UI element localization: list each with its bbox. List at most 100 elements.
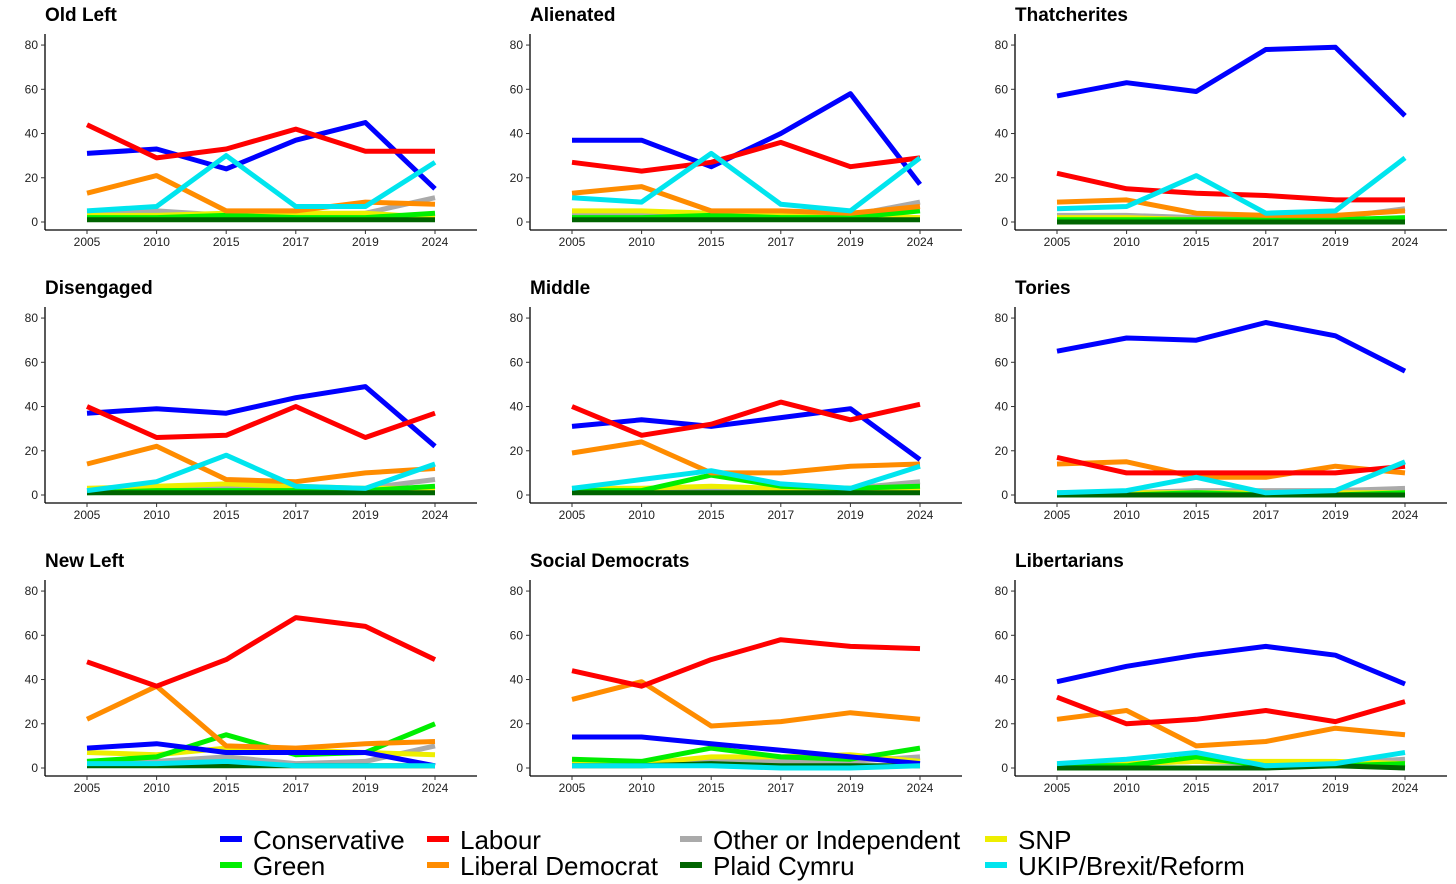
x-tick-label: 2005 [559,235,586,249]
x-tick-label: 2024 [1392,781,1419,795]
panel-disengaged: Disengaged 0 20 40 60 80 2005 2010 2015 2017 2019 2… [25,278,477,522]
series-line-liberal-democrat [571,439,921,476]
series-line-ukip-brexit-reform [86,153,437,214]
y-tick-label: 60 [510,82,524,96]
series-line-liberal-democrat [85,683,436,751]
x-tick-label: 2019 [1322,508,1349,522]
y-tick-label: 80 [25,584,39,598]
y-tick-label: 0 [31,761,38,775]
series-line-plaid-cymru [1057,763,1406,771]
series-line-liberal-democrat [86,173,436,214]
legend-item-conservative: Conservative [220,825,405,855]
y-tick-label: 60 [510,355,524,369]
x-tick-label: 2015 [1183,781,1210,795]
panel-old-left: Old Left 0 20 40 60 80 2005 2010 2015 2017 2019 202… [25,5,477,249]
legend-item-other-or-independent: Other or Independent [680,825,961,855]
y-tick-label: 20 [510,717,524,731]
y-tick-label: 80 [510,38,524,52]
y-tick-label: 40 [995,127,1009,141]
series-line-ukip-brexit-reform [572,763,921,771]
y-tick-label: 80 [510,584,524,598]
x-tick-label: 2024 [1392,508,1419,522]
series-line-conservative [1056,320,1407,374]
series-line-labour [1056,454,1406,476]
x-tick-label: 2015 [1183,235,1210,249]
panel-libertarians: Libertarians 0 20 40 60 80 2005 2010 2015 2017 201… [995,551,1447,795]
x-tick-label: 2015 [213,781,240,795]
panel-title: Alienated [530,5,616,26]
y-tick-label: 0 [516,215,523,229]
legend: Conservative Labour Other or Independent SN… [220,825,1245,881]
series-line-ukip-brexit-reform [1056,459,1406,496]
legend-label: Other or Independent [713,825,961,855]
y-tick-label: 20 [510,171,524,185]
x-tick-label: 2005 [1044,235,1071,249]
y-tick-label: 0 [31,488,38,502]
x-tick-label: 2015 [698,508,725,522]
y-tick-label: 60 [25,82,39,96]
series-line-green [1057,215,1406,223]
x-tick-label: 2005 [74,781,101,795]
x-tick-label: 2005 [74,235,101,249]
series-line-labour [1056,694,1406,727]
x-tick-label: 2024 [907,781,934,795]
x-tick-label: 2024 [907,508,934,522]
panel-thatcherites: Thatcherites 0 20 40 60 80 2005 2010 2015 2017 201… [995,5,1447,249]
panel-title: New Left [45,551,125,572]
y-tick-label: 80 [25,311,39,325]
legend-item-green: Green [220,851,325,881]
x-tick-label: 2010 [143,235,170,249]
y-tick-label: 20 [995,444,1009,458]
legend-label: Liberal Democrat [460,851,659,881]
x-tick-label: 2017 [1252,508,1279,522]
panel-title: Disengaged [45,278,153,299]
x-tick-label: 2017 [282,781,309,795]
x-tick-label: 2010 [143,781,170,795]
x-tick-label: 2019 [837,781,864,795]
series-line-labour [571,637,921,689]
series-line-ukip-brexit-reform [571,463,921,491]
panel-social-democrats: Social Democrats 0 20 40 60 80 2005 2010 2015 201… [510,551,962,795]
legend-label: SNP [1018,825,1071,855]
x-tick-label: 2005 [1044,781,1071,795]
x-tick-label: 2017 [282,235,309,249]
legend-label: Plaid Cymru [713,851,855,881]
x-tick-label: 2010 [1113,235,1140,249]
legend-label: Conservative [253,825,405,855]
x-tick-label: 2015 [698,781,725,795]
x-tick-label: 2010 [628,781,655,795]
y-tick-label: 20 [995,171,1009,185]
y-tick-label: 60 [995,628,1009,642]
series-line-conservative [572,734,921,767]
y-tick-label: 40 [25,400,39,414]
series-line-labour [571,399,921,438]
y-tick-label: 60 [25,355,39,369]
y-tick-label: 40 [510,673,524,687]
legend-item-labour: Labour [427,825,541,855]
series-line-liberal-democrat [571,184,921,216]
x-tick-label: 2017 [1252,235,1279,249]
x-tick-label: 2019 [352,781,379,795]
y-tick-label: 20 [25,444,39,458]
y-tick-label: 20 [25,171,39,185]
y-tick-label: 0 [1001,761,1008,775]
y-tick-label: 0 [1001,488,1008,502]
legend-item-ukip-brexit-reform: UKIP/Brexit/Reform [985,851,1245,881]
y-tick-label: 40 [995,400,1009,414]
y-tick-label: 80 [25,38,39,52]
series-line-ukip-brexit-reform [86,452,436,494]
series-line-labour [86,615,437,689]
y-tick-label: 0 [516,761,523,775]
x-tick-label: 2015 [1183,508,1210,522]
x-tick-label: 2019 [1322,235,1349,249]
panel-title: Tories [1015,278,1071,299]
series-line-ukip-brexit-reform [1056,750,1406,769]
series-line-liberal-democrat [1056,197,1406,218]
series-line-liberal-democrat [86,443,436,485]
y-tick-label: 80 [995,584,1009,598]
y-tick-label: 60 [25,628,39,642]
y-tick-label: 0 [516,488,523,502]
legend-item-liberal-democrat: Liberal Democrat [427,851,659,881]
x-tick-label: 2010 [628,508,655,522]
